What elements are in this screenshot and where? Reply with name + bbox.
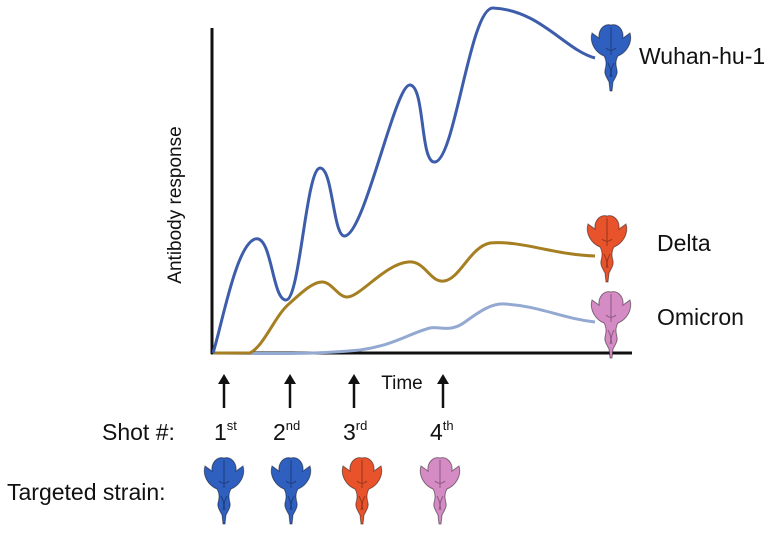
legend-delta-label: Delta	[657, 230, 711, 256]
shot-2-label: 2nd	[273, 418, 300, 445]
shot-4-label: 4th	[430, 418, 454, 445]
omicron-response-curve	[212, 302, 596, 356]
shot-4-spike-pink-icon	[419, 457, 461, 525]
shot-3-label: 3rd	[343, 418, 367, 445]
wuhan-response-curve	[211, 6, 596, 354]
x-axis-label: Time	[381, 373, 423, 394]
shot-arrows	[218, 374, 449, 408]
legend-wuhan-label: Wuhan-hu-1	[639, 43, 765, 69]
shot-1-spike-blue-icon	[203, 457, 245, 525]
spike-protein-pink-icon	[590, 291, 632, 359]
shot-row-label: Shot #:	[102, 419, 175, 445]
legend-omicron-label: Omicron	[657, 304, 744, 330]
delta-response-curve	[213, 241, 596, 355]
spike-protein-blue-icon	[590, 24, 632, 92]
shot-1-label: 1st	[214, 418, 237, 445]
shot-2-spike-blue-icon	[270, 457, 312, 525]
spike-protein-red-icon	[586, 215, 628, 283]
targeted-strain-label: Targeted strain:	[7, 479, 166, 505]
y-axis-label: Antibody response	[165, 126, 186, 283]
shot-3-spike-red-icon	[341, 457, 383, 525]
